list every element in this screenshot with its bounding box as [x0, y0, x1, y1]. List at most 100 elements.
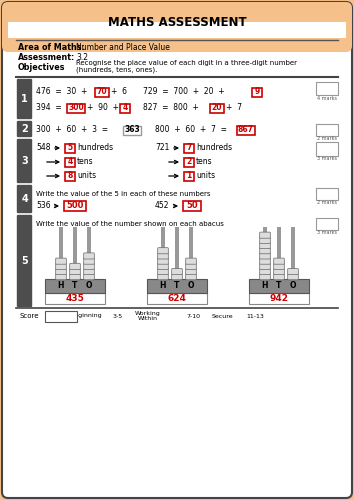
FancyBboxPatch shape	[260, 238, 270, 244]
FancyBboxPatch shape	[158, 274, 168, 280]
Text: 942: 942	[269, 294, 289, 303]
Text: 394  =: 394 =	[36, 104, 62, 112]
Text: 363: 363	[124, 126, 140, 134]
FancyBboxPatch shape	[172, 268, 182, 274]
Text: O: O	[290, 282, 296, 290]
Bar	[210, 104, 224, 112]
FancyBboxPatch shape	[158, 253, 168, 259]
Text: 867: 867	[238, 126, 254, 134]
FancyBboxPatch shape	[158, 264, 168, 270]
Text: 3 marks: 3 marks	[317, 230, 337, 235]
Text: Number and Place Value: Number and Place Value	[76, 44, 170, 52]
Bar	[316, 188, 338, 200]
Bar	[175, 227, 179, 279]
Text: Working
Within: Working Within	[135, 310, 161, 322]
Bar	[184, 172, 194, 180]
FancyBboxPatch shape	[172, 274, 182, 280]
FancyBboxPatch shape	[186, 258, 196, 264]
Bar	[65, 158, 75, 166]
Text: +  90  +: + 90 +	[87, 104, 119, 112]
Text: Objectives: Objectives	[18, 62, 65, 72]
FancyBboxPatch shape	[260, 242, 270, 248]
Text: tens: tens	[77, 158, 93, 166]
FancyBboxPatch shape	[158, 268, 168, 274]
FancyBboxPatch shape	[288, 268, 298, 274]
Text: 5: 5	[68, 144, 73, 152]
Text: 452: 452	[155, 202, 170, 210]
FancyBboxPatch shape	[288, 274, 298, 280]
FancyBboxPatch shape	[260, 253, 270, 259]
Bar	[67, 104, 85, 112]
Bar	[189, 227, 193, 279]
Text: 721: 721	[155, 144, 169, 152]
FancyBboxPatch shape	[70, 274, 80, 280]
Bar	[45, 279, 105, 293]
Text: 476  =  30  +: 476 = 30 +	[36, 88, 87, 96]
Bar	[161, 227, 165, 279]
FancyBboxPatch shape	[274, 258, 284, 264]
Bar	[95, 88, 109, 96]
Text: 1: 1	[21, 94, 28, 104]
Text: tens: tens	[196, 158, 213, 166]
Text: 500: 500	[66, 202, 84, 210]
Text: Beginning: Beginning	[70, 314, 102, 318]
FancyBboxPatch shape	[84, 274, 94, 280]
Text: 800  +  60  +  7  =: 800 + 60 + 7 =	[155, 126, 227, 134]
Text: 548: 548	[36, 144, 51, 152]
Text: 5: 5	[21, 256, 28, 266]
Text: +  6: + 6	[111, 88, 127, 96]
FancyBboxPatch shape	[56, 264, 66, 270]
Bar	[183, 201, 201, 211]
Text: 3: 3	[21, 156, 28, 166]
Bar	[147, 279, 207, 293]
Text: 3 marks: 3 marks	[317, 156, 337, 162]
FancyBboxPatch shape	[56, 274, 66, 280]
Text: 3.2: 3.2	[76, 52, 88, 62]
FancyBboxPatch shape	[274, 268, 284, 274]
Text: 827  =  800  +: 827 = 800 +	[143, 104, 199, 112]
Bar	[45, 311, 77, 322]
Text: (hundreds, tens, ones).: (hundreds, tens, ones).	[76, 66, 158, 73]
Text: 2: 2	[21, 124, 28, 134]
Bar	[316, 218, 338, 230]
FancyBboxPatch shape	[17, 121, 32, 137]
FancyBboxPatch shape	[17, 215, 32, 307]
Text: MATHS ASSESSMENT: MATHS ASSESSMENT	[108, 16, 246, 28]
Text: 2: 2	[186, 158, 192, 166]
Text: 2 marks: 2 marks	[317, 200, 337, 205]
Bar	[316, 142, 338, 156]
Text: 1: 1	[186, 172, 192, 180]
Bar	[45, 293, 105, 304]
Bar	[123, 126, 141, 134]
FancyBboxPatch shape	[84, 258, 94, 264]
Text: Area of Maths:: Area of Maths:	[18, 44, 85, 52]
Bar	[8, 22, 346, 38]
FancyBboxPatch shape	[274, 264, 284, 270]
Text: 4: 4	[21, 194, 28, 204]
FancyBboxPatch shape	[186, 268, 196, 274]
Bar	[263, 227, 267, 279]
Bar	[184, 158, 194, 166]
FancyBboxPatch shape	[84, 253, 94, 259]
Bar	[65, 144, 75, 152]
FancyBboxPatch shape	[158, 248, 168, 254]
FancyBboxPatch shape	[260, 264, 270, 270]
Text: 20: 20	[212, 104, 222, 112]
Text: 435: 435	[65, 294, 85, 303]
Bar	[291, 227, 295, 279]
Text: H: H	[160, 282, 166, 290]
Bar	[249, 279, 309, 293]
Text: Score: Score	[20, 313, 40, 319]
Bar	[59, 227, 63, 279]
Text: 624: 624	[167, 294, 187, 303]
Bar	[120, 104, 130, 112]
Text: O: O	[86, 282, 92, 290]
Text: +  7: + 7	[226, 104, 242, 112]
Text: 11-13: 11-13	[246, 314, 264, 318]
Text: Recognise the place value of each digit in a three-digit number: Recognise the place value of each digit …	[76, 60, 297, 66]
Bar	[316, 82, 338, 95]
Text: hundreds: hundreds	[196, 144, 232, 152]
Text: 50: 50	[186, 202, 198, 210]
FancyBboxPatch shape	[260, 268, 270, 274]
FancyBboxPatch shape	[186, 264, 196, 270]
